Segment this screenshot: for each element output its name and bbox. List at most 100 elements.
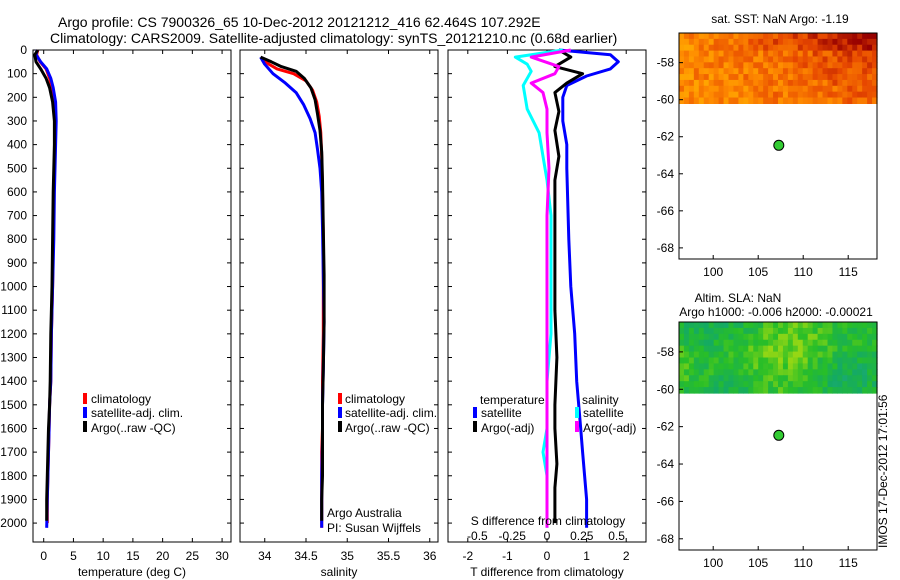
heatmap-cell bbox=[832, 56, 838, 63]
heatmap-cell bbox=[802, 351, 809, 359]
heatmap-cell bbox=[867, 345, 873, 353]
heatmap-cell bbox=[792, 85, 799, 93]
heatmap-cell bbox=[787, 62, 794, 69]
heatmap-cell bbox=[792, 322, 799, 329]
heatmap-cell bbox=[763, 97, 769, 104]
heatmap-cell bbox=[797, 375, 804, 382]
heatmap-cell bbox=[683, 351, 690, 359]
heatmap-cell bbox=[753, 381, 759, 388]
heatmap-cell bbox=[743, 333, 749, 341]
heatmap-cell bbox=[812, 56, 819, 63]
heatmap-cell bbox=[738, 345, 744, 353]
header-line-2: Climatology: CARS2009. Satellite-adjuste… bbox=[50, 30, 617, 46]
heatmap-cell bbox=[797, 345, 804, 353]
heatmap-cell bbox=[817, 62, 824, 69]
heatmap-cell bbox=[817, 327, 824, 335]
heatmap-cell bbox=[698, 56, 705, 63]
heatmap-cell bbox=[728, 363, 735, 370]
heatmap-cell bbox=[867, 363, 873, 370]
heatmap-cell bbox=[782, 369, 789, 376]
header-line-1: Argo profile: CS 7900326_65 10-Dec-2012 … bbox=[58, 14, 541, 30]
heatmap-cell bbox=[782, 68, 789, 75]
heatmap-cell bbox=[847, 339, 853, 347]
heatmap-cell bbox=[787, 351, 794, 359]
heatmap-cell bbox=[773, 68, 779, 75]
heatmap-cell bbox=[872, 44, 878, 52]
x-tick-label: 0 bbox=[544, 549, 551, 563]
heatmap-cell bbox=[862, 85, 868, 93]
heatmap-cell bbox=[872, 381, 878, 388]
heatmap-cell bbox=[852, 333, 858, 341]
heatmap-cell bbox=[817, 339, 824, 347]
heatmap-cell bbox=[842, 375, 848, 382]
lat-tick-label: -60 bbox=[657, 93, 675, 107]
heatmap-cell bbox=[758, 333, 764, 341]
heatmap-cell bbox=[693, 345, 700, 353]
s-difference-label: S difference from climatology bbox=[471, 514, 626, 528]
heatmap-cell bbox=[748, 357, 754, 365]
heatmap-cell bbox=[723, 50, 730, 58]
heatmap-cell bbox=[812, 322, 819, 329]
legend-label-satellite: satellite-adj. clim. bbox=[345, 406, 437, 420]
heatmap-cell bbox=[773, 33, 779, 40]
heatmap-cell bbox=[753, 68, 759, 75]
legend-swatch-s-satellite bbox=[575, 407, 579, 418]
heatmap-cell bbox=[792, 62, 799, 69]
heatmap-cell bbox=[817, 97, 824, 104]
heatmap-cell bbox=[698, 351, 705, 359]
heatmap-cell bbox=[728, 322, 735, 329]
heatmap-cell bbox=[773, 38, 779, 46]
heatmap-cell bbox=[778, 79, 784, 87]
heatmap-cell bbox=[703, 387, 710, 394]
heatmap-cell bbox=[688, 345, 695, 353]
heatmap-cell bbox=[768, 50, 774, 58]
heatmap-cell bbox=[773, 387, 779, 394]
heatmap-cell bbox=[718, 97, 725, 104]
heatmap-cell bbox=[857, 345, 863, 353]
heatmap-cell bbox=[728, 327, 735, 335]
temperature-x-label: temperature (deg C) bbox=[78, 565, 186, 579]
heatmap-cell bbox=[787, 363, 794, 370]
heatmap-cell bbox=[738, 381, 744, 388]
heatmap-cell bbox=[753, 56, 759, 63]
heatmap-cell bbox=[852, 74, 858, 81]
heatmap-cell bbox=[703, 327, 710, 335]
heatmap-cell bbox=[867, 56, 873, 63]
heatmap-cell bbox=[748, 322, 754, 329]
heatmap-cell bbox=[773, 322, 779, 329]
heatmap-cell bbox=[738, 351, 744, 359]
heatmap-cell bbox=[812, 375, 819, 382]
heatmap-cell bbox=[807, 375, 814, 382]
heatmap-cell bbox=[723, 38, 730, 46]
heatmap-cell bbox=[802, 62, 809, 69]
heatmap-cell bbox=[768, 345, 774, 353]
heatmap-cell bbox=[832, 375, 838, 382]
heatmap-cell bbox=[693, 79, 700, 87]
heatmap-cell bbox=[792, 387, 799, 394]
heatmap-cell bbox=[743, 44, 749, 52]
heatmap-cell bbox=[837, 357, 843, 365]
x-tick-label: 35 bbox=[341, 549, 355, 563]
heatmap-cell bbox=[758, 91, 764, 99]
heatmap-cell bbox=[847, 79, 853, 87]
heatmap-cell bbox=[827, 327, 834, 335]
heatmap-cell bbox=[718, 339, 725, 347]
heatmap-cell bbox=[812, 339, 819, 347]
heatmap-cell bbox=[728, 56, 735, 63]
heatmap-cell bbox=[703, 79, 710, 87]
heatmap-cell bbox=[693, 351, 700, 359]
heatmap-cell bbox=[832, 79, 838, 87]
heatmap-cell bbox=[728, 62, 735, 69]
heatmap-cell bbox=[862, 387, 868, 394]
heatmap-cell bbox=[688, 68, 695, 75]
heatmap-cell bbox=[862, 339, 868, 347]
heatmap-cell bbox=[797, 74, 804, 81]
heatmap-cell bbox=[738, 339, 744, 347]
heatmap-cell bbox=[778, 322, 784, 329]
heatmap-cell bbox=[763, 345, 769, 353]
heatmap-cell bbox=[787, 327, 794, 335]
heatmap-cell bbox=[857, 50, 863, 58]
sst-map-panel: sat. SST: NaN Argo: -1.19 100 105 110 115 -5… bbox=[657, 12, 878, 279]
heatmap-cell bbox=[847, 62, 853, 69]
heatmap-cell bbox=[703, 62, 710, 69]
